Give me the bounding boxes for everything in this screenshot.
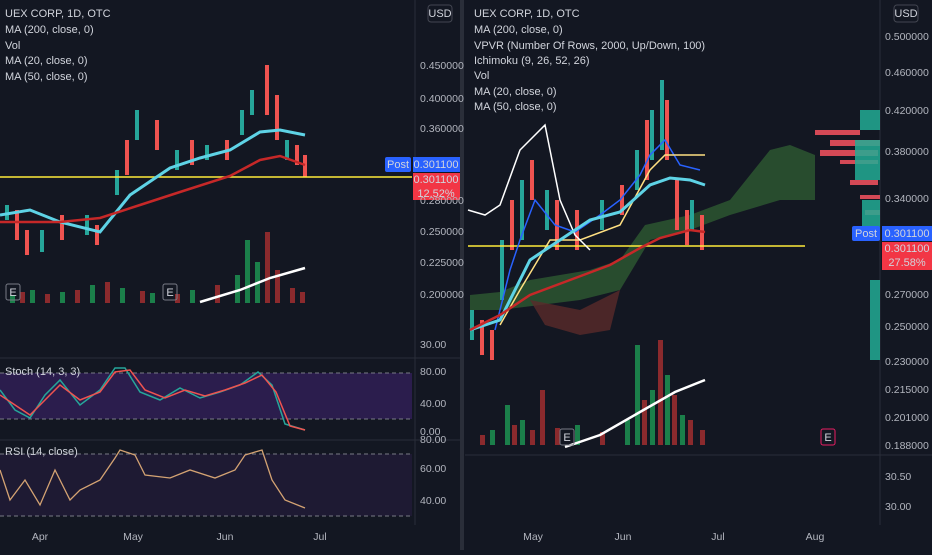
close-price-bg: [882, 242, 932, 270]
post-tag: Post: [855, 228, 877, 240]
earnings: E: [824, 432, 831, 444]
legend-item: MA (20, close, 0): [5, 55, 88, 67]
price-axis-label: 0.250000: [420, 226, 464, 238]
time-axis-label: May: [523, 531, 544, 543]
legend-item: VPVR (Number Of Rows, 2000, Up/Down, 100…: [474, 40, 705, 52]
rsi-band: [0, 454, 412, 516]
price-axis-label: 0.215000: [885, 384, 929, 396]
usd-button[interactable]: [427, 4, 453, 23]
change: 27.58%: [888, 257, 926, 269]
price-axis-label: 0.188000: [885, 440, 929, 452]
rsi-line: [0, 449, 306, 509]
price-axis-label: 0.280000: [420, 195, 464, 207]
close-price-bg: [413, 173, 460, 200]
pane-label: Stoch (14, 3, 3): [5, 366, 80, 378]
legend-item: Ichimoku (9, 26, 52, 26): [474, 55, 590, 67]
time-axis-label: Jun: [615, 531, 632, 543]
price-axis-label: 0.340000: [885, 193, 929, 205]
tenkan: [494, 138, 701, 331]
price-axis-label: 40.00: [420, 495, 446, 507]
time-axis-label: Aug: [806, 531, 825, 543]
ma-50: [0, 154, 306, 224]
price-axis-label: 60.00: [420, 463, 446, 475]
post-tag-bg: [385, 157, 411, 172]
price-axis-label: 80.00: [420, 434, 446, 446]
earnings: E: [563, 432, 570, 444]
price-axis-label: 0.225000: [420, 257, 464, 269]
volume-down: [20, 232, 305, 303]
price-axis-label: 0.500000: [885, 31, 929, 43]
pane-label: RSI (14, close): [5, 446, 78, 458]
last-price: 0.301100: [413, 159, 458, 171]
post-tag: Post: [387, 159, 409, 171]
ma-20: [0, 128, 306, 234]
price-axis-label: 0.230000: [885, 356, 929, 368]
volume-down: [480, 340, 705, 445]
legend-item: MA (20, close, 0): [474, 86, 557, 98]
legend-item: Vol: [474, 70, 489, 82]
ma-200: [199, 266, 306, 304]
price-axis-label: 30.50: [885, 471, 911, 483]
time-axis-label: Apr: [32, 531, 49, 543]
earnings-badge: [5, 283, 21, 301]
earnings-badge: [162, 283, 178, 301]
usd: USD: [428, 8, 451, 20]
time-axis-label: Jun: [217, 531, 234, 543]
ma-50: [469, 228, 706, 332]
ichimoku-cloud-down: [530, 290, 620, 335]
price-axis-label: 30.00: [420, 339, 446, 351]
volume-up: [10, 240, 260, 303]
price-axis-label: 0.00: [420, 426, 441, 438]
price-axis-label: 40.00: [420, 398, 446, 410]
earnings-badge: [559, 428, 575, 446]
price-axis-label: 0.360000: [420, 123, 464, 135]
volume-up: [490, 345, 685, 445]
stoch-d: [0, 369, 306, 431]
earnings: E: [9, 287, 16, 299]
price-axis-label: 0.270000: [885, 289, 929, 301]
price-axis-label: 0.400000: [420, 93, 464, 105]
time-axis-label: Jul: [711, 531, 724, 543]
close-price: 0.301100: [884, 243, 929, 255]
usd-button[interactable]: [893, 4, 919, 23]
change: 12.52%: [417, 188, 455, 200]
last-price-bg: [882, 226, 932, 241]
price-axis-label: 0.200000: [420, 289, 464, 301]
stoch-k: [0, 367, 306, 431]
legend-item: UEX CORP, 1D, OTC: [474, 8, 580, 20]
kijun: [499, 154, 705, 326]
price-axis-label: 80.00: [420, 366, 446, 378]
time-axis-label: Jul: [313, 531, 326, 543]
legend-item: MA (50, close, 0): [474, 101, 557, 113]
chikou: [467, 123, 591, 251]
price-axis-label: 0.201000: [885, 412, 929, 424]
legend-item: MA (50, close, 0): [5, 71, 88, 83]
time-axis-label: May: [123, 531, 144, 543]
price-axis-label: 0.250000: [885, 321, 929, 333]
earnings: E: [166, 287, 173, 299]
price-axis-label: 0.450000: [420, 60, 464, 72]
legend-item: MA (200, close, 0): [474, 24, 563, 36]
last-price: 0.301100: [884, 228, 929, 240]
close-price: 0.301100: [413, 174, 458, 186]
usd: USD: [894, 8, 917, 20]
earnings-badge: [820, 428, 836, 446]
legend-item: UEX CORP, 1D, OTC: [5, 8, 111, 20]
last-price-bg: [413, 157, 460, 172]
price-axis-label: 30.00: [885, 501, 911, 513]
ma-200: [564, 378, 706, 449]
post-tag-bg: [852, 226, 880, 241]
legend-item: MA (200, close, 0): [5, 24, 94, 36]
price-axis-label: 0.420000: [885, 105, 929, 117]
ma-20: [469, 176, 706, 332]
price-axis-label: 0.380000: [885, 146, 929, 158]
legend-item: Vol: [5, 40, 20, 52]
candles-down: [480, 100, 704, 360]
price-axis-label: 0.460000: [885, 67, 929, 79]
